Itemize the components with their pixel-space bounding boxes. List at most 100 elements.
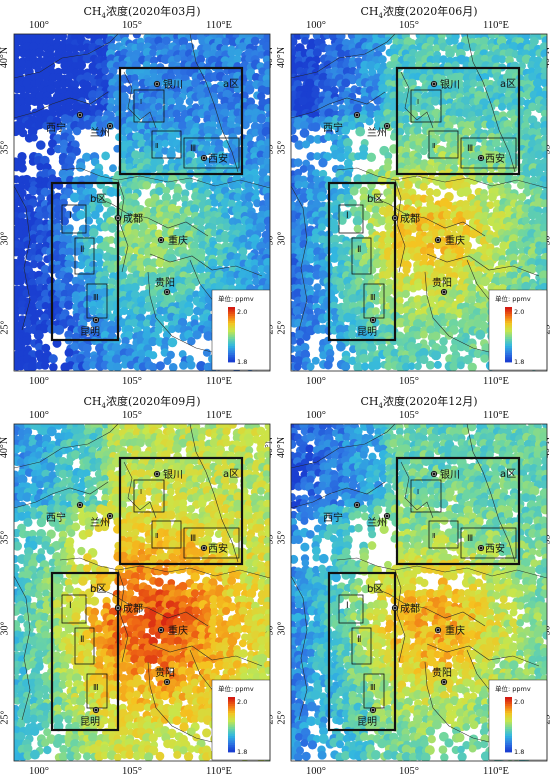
ch4-data-point	[163, 356, 172, 366]
ch4-data-point	[291, 37, 298, 47]
ch4-data-point	[46, 96, 56, 106]
ch4-data-point	[420, 147, 428, 156]
ch4-data-point	[33, 330, 44, 341]
ch4-data-point	[414, 362, 422, 371]
ch4-data-point	[42, 121, 51, 130]
x-tick-top-100: 100°	[29, 410, 49, 421]
ch4-data-point	[312, 175, 321, 184]
ch4-data-point	[130, 282, 140, 293]
ch4-data-point	[319, 351, 328, 360]
ch4-data-point	[196, 54, 206, 64]
ch4-data-point	[402, 192, 411, 201]
ch4-data-point	[301, 61, 311, 70]
ch4-data-point	[245, 438, 254, 447]
ch4-data-point	[426, 325, 436, 334]
ch4-data-point	[467, 34, 478, 40]
ch4-data-point	[474, 108, 484, 118]
ch4-data-point	[367, 343, 377, 353]
ch4-data-point	[215, 216, 226, 227]
ch4-data-point	[179, 361, 188, 370]
ch4-data-point	[142, 181, 151, 190]
ch4-data-point	[336, 96, 345, 105]
ch4-data-point	[72, 126, 82, 136]
region-label-b: b区	[90, 193, 106, 205]
ch4-data-point	[528, 49, 537, 58]
ch4-data-point	[214, 270, 225, 280]
ch4-data-point	[148, 276, 157, 285]
ch4-data-point	[166, 474, 176, 483]
ch4-data-point	[82, 343, 92, 353]
province-border	[149, 253, 263, 277]
ch4-data-point	[317, 223, 326, 232]
ch4-data-point	[352, 216, 363, 226]
ch4-data-point	[437, 306, 447, 316]
ch4-data-point	[233, 96, 242, 105]
province-border	[117, 179, 129, 273]
ch4-data-point	[468, 86, 477, 95]
ch4-data-point	[347, 120, 357, 130]
colorbar-swatch	[228, 343, 235, 347]
ch4-data-point	[348, 60, 357, 69]
ch4-data-point	[118, 204, 129, 214]
ch4-data-point	[348, 293, 358, 304]
ch4-data-point	[101, 66, 110, 75]
ch4-data-point	[126, 360, 136, 370]
ch4-data-point	[173, 54, 182, 63]
ch4-data-point	[221, 483, 230, 492]
ch4-data-point	[49, 362, 58, 371]
ch4-data-point	[143, 234, 153, 244]
ch4-data-point	[485, 84, 495, 94]
ch4-data-point	[400, 354, 411, 365]
ch4-data-point	[52, 102, 62, 112]
ch4-data-point	[17, 205, 26, 214]
ch4-data-point	[160, 240, 170, 250]
city-label-chengdu: 成都	[400, 213, 420, 225]
ch4-data-point	[256, 150, 265, 159]
ch4-data-point	[16, 66, 26, 76]
ch4-data-point	[479, 313, 489, 322]
ch4-data-point	[366, 60, 376, 71]
colorbar-max-label: 2.0	[514, 308, 524, 316]
ch4-data-point	[264, 103, 270, 113]
ch4-data-point	[384, 361, 393, 371]
ch4-data-point	[130, 463, 139, 471]
ch4-data-point	[82, 361, 92, 371]
ch4-data-point	[185, 264, 194, 274]
ch4-data-point	[27, 361, 38, 371]
ch4-data-point	[58, 247, 68, 257]
ch4-field	[14, 424, 270, 761]
ch4-data-point	[29, 260, 39, 269]
ch4-data-point	[264, 241, 270, 251]
region-a-box	[395, 66, 521, 176]
ch4-data-point	[505, 55, 514, 65]
ch4-data-point	[502, 72, 513, 83]
ch4-data-point	[167, 73, 176, 81]
city-label-chongqing: 重庆	[445, 234, 465, 247]
ch4-data-point	[291, 344, 296, 353]
ch4-data-point	[197, 217, 206, 226]
map-frame	[13, 33, 271, 372]
ch4-data-point	[40, 264, 51, 275]
ch4-data-point	[216, 86, 225, 94]
ch4-data-point	[198, 289, 207, 298]
ch4-data-point	[294, 180, 303, 189]
ch4-data-point	[108, 444, 118, 454]
ch4-data-point	[313, 283, 322, 292]
ch4-data-point	[256, 451, 266, 460]
ch4-data-point	[264, 451, 270, 459]
ch4-data-point	[467, 283, 478, 294]
ch4-data-point	[46, 147, 56, 156]
ch4-data-point	[413, 331, 422, 340]
ch4-data-point	[491, 138, 501, 148]
ch4-data-point	[540, 127, 547, 136]
ch4-data-point	[102, 313, 111, 322]
city-label-kunming: 昆明	[357, 326, 377, 338]
ch4-data-point	[82, 152, 92, 162]
ch4-data-point	[186, 504, 196, 514]
ch4-data-point	[425, 188, 435, 197]
city-label-kunming: 昆明	[80, 326, 100, 338]
ch4-data-point	[383, 270, 392, 279]
ch4-data-point	[529, 90, 539, 100]
ch4-data-point	[46, 115, 55, 124]
ch4-data-point	[396, 140, 406, 149]
